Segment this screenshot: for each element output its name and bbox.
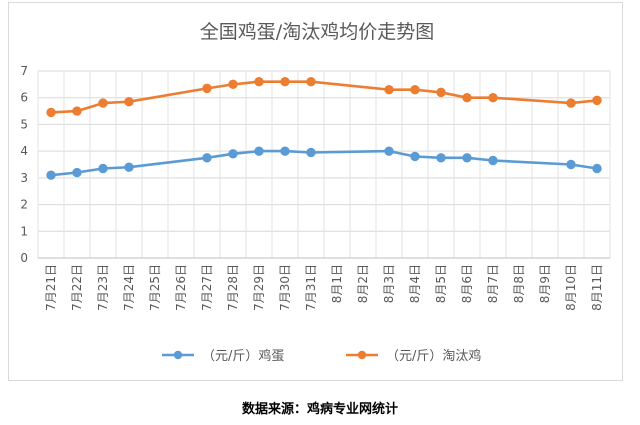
data-point — [592, 95, 602, 106]
x-tick-label: 8月1日 — [330, 264, 344, 303]
data-point — [462, 93, 472, 103]
data-point — [72, 167, 82, 178]
data-point — [384, 146, 394, 156]
legend-label: （元/斤）鸡蛋 — [202, 348, 284, 364]
data-point — [72, 106, 82, 116]
data-point — [254, 146, 264, 156]
data-point — [410, 85, 420, 95]
x-tick-label: 7月30日 — [278, 264, 292, 311]
x-tick-label: 7月23日 — [96, 264, 110, 311]
data-point — [98, 98, 108, 108]
x-tick-label: 7月31日 — [304, 264, 318, 311]
data-point — [384, 85, 394, 95]
x-tick-label: 8月4日 — [408, 264, 422, 303]
data-point — [592, 163, 602, 174]
data-point — [202, 83, 212, 94]
axes: 0 1 2 3 4 5 6 7 7月21日 7月22日 7月23日 7月24日 7月25日 7月26日 7月… — [20, 64, 610, 311]
series-line-0 — [50, 149, 598, 177]
data-point — [566, 159, 576, 170]
y-tick-label: 5 — [20, 117, 28, 131]
data-point — [228, 79, 238, 90]
x-tick-label: 8月8日 — [512, 264, 526, 303]
data-point — [488, 93, 498, 103]
data-point — [124, 97, 134, 107]
x-tick-label: 8月5日 — [434, 264, 448, 303]
data-point — [436, 87, 446, 98]
chart-title: 全国鸡蛋/淘汰鸡均价走势图 — [200, 21, 434, 43]
x-tick-label: 8月3日 — [382, 264, 396, 303]
legend-label: （元/斤）淘汰鸡 — [386, 348, 481, 364]
series-line-1 — [50, 80, 598, 114]
y-tick-label: 7 — [20, 64, 28, 78]
x-tick-label: 7月25日 — [148, 264, 162, 311]
data-source-note: 数据来源：鸡病专业网统计 — [241, 402, 398, 417]
x-tick-label: 7月22日 — [70, 264, 84, 311]
data-point — [280, 76, 290, 87]
x-tick-label: 8月6日 — [460, 264, 474, 303]
legend-marker-1 — [357, 350, 367, 360]
data-point — [228, 149, 238, 159]
data-point — [462, 153, 472, 163]
y-tick-label: 3 — [20, 171, 28, 185]
y-tick-label: 6 — [20, 91, 28, 105]
x-tick-label: 8月7日 — [486, 264, 500, 303]
chart-border — [8, 2, 623, 381]
data-point — [488, 155, 498, 166]
x-tick-label: 8月9日 — [538, 264, 552, 303]
x-tick-label: 7月26日 — [174, 264, 188, 311]
x-tick-label: 7月21日 — [44, 264, 58, 311]
legend: （元/斤）鸡蛋 （元/斤）淘汰鸡 — [162, 348, 481, 364]
x-tick-label: 7月24日 — [122, 264, 136, 311]
y-tick-label: 0 — [20, 251, 28, 265]
x-tick-label: 7月28日 — [226, 264, 240, 311]
data-point — [202, 153, 212, 163]
y-tick-label: 4 — [20, 144, 28, 158]
x-tick-label: 8月2日 — [356, 264, 370, 303]
data-point — [410, 151, 420, 162]
data-point — [280, 146, 290, 156]
data-point — [566, 98, 576, 108]
data-point — [254, 76, 264, 87]
data-point — [436, 153, 446, 163]
x-tick-label: 7月27日 — [200, 264, 214, 311]
legend-marker-0 — [173, 350, 183, 360]
data-point — [124, 162, 134, 172]
data-point — [306, 76, 316, 87]
data-point — [306, 147, 316, 158]
data-point — [98, 163, 108, 174]
y-tick-label: 1 — [20, 224, 28, 238]
x-tick-label: 8月11日 — [590, 264, 604, 311]
series — [46, 76, 602, 180]
data-point — [46, 107, 56, 118]
data-point — [46, 170, 56, 180]
x-tick-label: 8月10日 — [564, 264, 578, 311]
y-tick-label: 2 — [20, 198, 28, 212]
x-tick-label: 7月29日 — [252, 264, 266, 311]
